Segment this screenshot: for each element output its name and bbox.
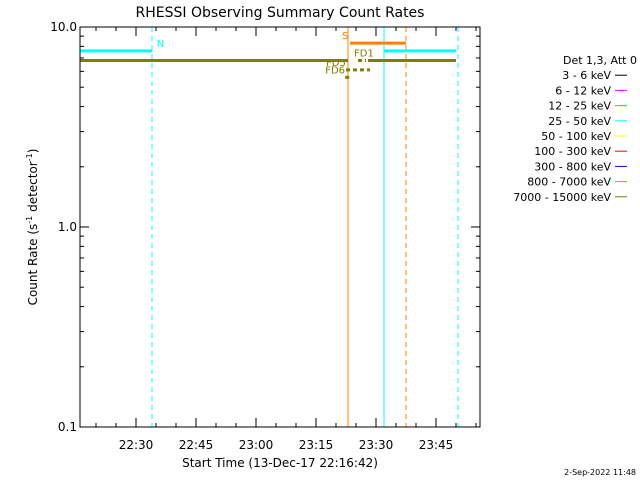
legend-label-2: 12 - 25 keV <box>548 100 611 113</box>
legend-label-4: 50 - 100 keV <box>541 130 611 143</box>
annotation-3: FD5 <box>326 58 346 69</box>
annotation-4: FD6 <box>325 65 345 76</box>
time-markers <box>79 27 459 427</box>
series-lines <box>80 41 456 62</box>
y-axis-label: Count Rate (s-1 detector-1) <box>25 149 40 306</box>
x-tick-label-1: 22:45 <box>179 438 214 452</box>
chart-title: RHESSI Observing Summary Count Rates <box>136 5 425 21</box>
x-tick-label-3: 23:15 <box>299 438 334 452</box>
annotation-2: FD1 <box>354 48 374 59</box>
legend-header: Det 1,3, Att 0 <box>563 54 637 67</box>
x-tick-label-5: 23:45 <box>419 438 454 452</box>
legend-label-8: 7000 - 15000 keV <box>513 191 611 204</box>
x-axis-label: Start Time (13-Dec-17 22:16:42) <box>182 456 378 470</box>
annotation-1: S <box>342 31 348 42</box>
y-tick-label-1: 1.0 <box>58 220 77 234</box>
legend-label-5: 100 - 300 keV <box>534 145 611 158</box>
legend: Det 1,3, Att 0 3 - 6 keV 6 - 12 keV 12 - 25… <box>513 54 637 204</box>
legend-label-7: 800 - 7000 keV <box>527 176 611 189</box>
svg-text:Count Rate (s-1 detector-1): Count Rate (s-1 detector-1) <box>25 149 40 306</box>
x-tick-label-4: 23:30 <box>359 438 394 452</box>
annotation-0: N <box>157 39 164 50</box>
legend-label-0: 3 - 6 keV <box>562 69 611 82</box>
y-tick-label-2: 10.0 <box>50 20 77 34</box>
x-tick-label-0: 22:30 <box>119 438 154 452</box>
legend-label-3: 25 - 50 keV <box>548 115 611 128</box>
plot-border <box>79 26 481 428</box>
axes: 0.1 1.0 10.0 22:30 22:45 23:00 23:15 23:30 23:45 <box>50 20 481 452</box>
legend-label-6: 300 - 800 keV <box>534 160 611 173</box>
date-stamp: 2-Sep-2022 11:48 <box>564 468 636 477</box>
y-tick-label-0: 0.1 <box>58 420 77 434</box>
x-tick-label-2: 23:00 <box>239 438 274 452</box>
legend-label-1: 6 - 12 keV <box>555 84 611 97</box>
